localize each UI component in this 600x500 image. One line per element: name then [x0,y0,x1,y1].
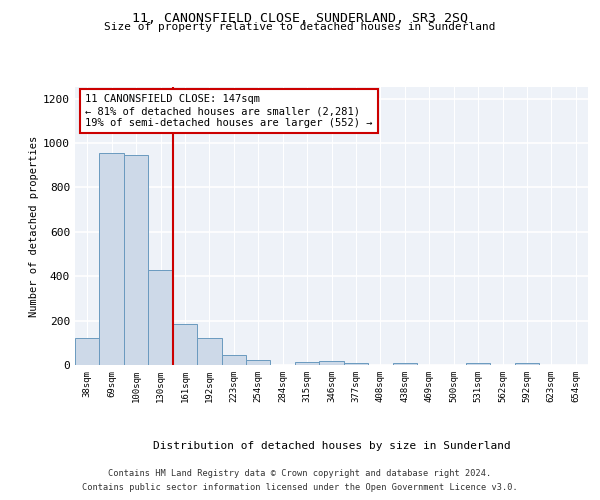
Bar [319,361,344,365]
Bar [344,363,368,365]
Text: Size of property relative to detached houses in Sunderland: Size of property relative to detached ho… [104,22,496,32]
Y-axis label: Number of detached properties: Number of detached properties [29,136,39,317]
Text: Contains HM Land Registry data © Crown copyright and database right 2024.: Contains HM Land Registry data © Crown c… [109,468,491,477]
Bar [100,153,124,365]
Bar [148,270,173,365]
Bar [124,154,148,365]
Text: 11 CANONSFIELD CLOSE: 147sqm
← 81% of detached houses are smaller (2,281)
19% of: 11 CANONSFIELD CLOSE: 147sqm ← 81% of de… [85,94,373,128]
Text: 11, CANONSFIELD CLOSE, SUNDERLAND, SR3 2SQ: 11, CANONSFIELD CLOSE, SUNDERLAND, SR3 2… [132,12,468,26]
Bar [197,338,221,365]
Bar [173,324,197,365]
Text: Contains public sector information licensed under the Open Government Licence v3: Contains public sector information licen… [82,484,518,492]
Bar [515,363,539,365]
X-axis label: Distribution of detached houses by size in Sunderland: Distribution of detached houses by size … [152,441,511,451]
Bar [246,360,271,365]
Bar [295,362,319,365]
Bar [392,363,417,365]
Bar [466,363,490,365]
Bar [221,355,246,365]
Bar [75,338,100,365]
